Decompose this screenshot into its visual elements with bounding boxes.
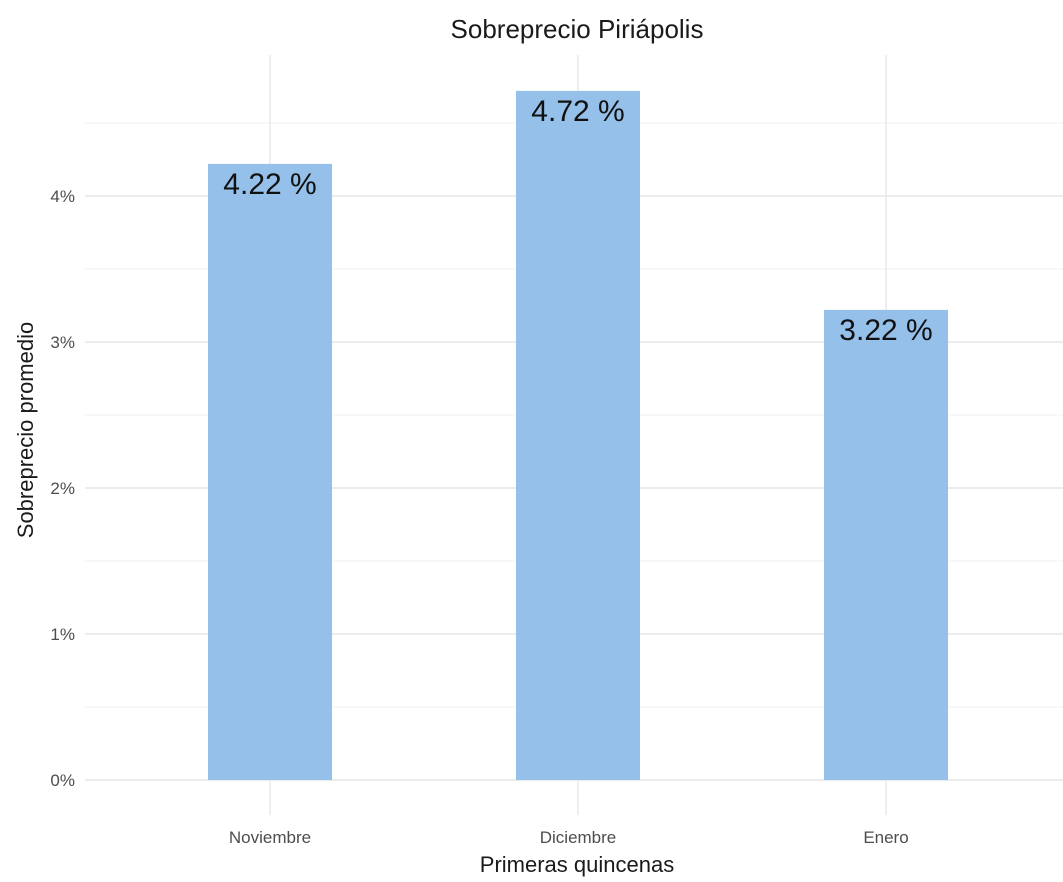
bars [208,90,948,780]
y-axis-ticks: 0% 1% 2% 3% 4% [50,187,75,790]
bar-data-label: 4.22 % [223,168,316,201]
x-axis-ticks: Noviembre Diciembre Enero [229,828,909,847]
bar-noviembre [208,163,332,780]
y-tick-label: 2% [50,479,75,498]
bar-data-label: 3.22 % [839,314,932,347]
bar-data-labels: 4.22 % 4.72 % 3.22 % [223,95,932,347]
y-tick-label: 3% [50,333,75,352]
x-tick-label: Noviembre [229,828,311,847]
x-axis-title: Primeras quincenas [480,852,674,877]
y-tick-label: 0% [50,771,75,790]
y-axis-title: Sobreprecio promedio [13,322,38,538]
x-tick-label: Diciembre [540,828,617,847]
y-tick-label: 1% [50,625,75,644]
chart-title: Sobreprecio Piriápolis [451,14,704,44]
y-tick-label: 4% [50,187,75,206]
bar-data-label: 4.72 % [531,95,624,128]
x-tick-label: Enero [863,828,908,847]
bar-diciembre [516,90,640,780]
bar-enero [824,309,948,780]
